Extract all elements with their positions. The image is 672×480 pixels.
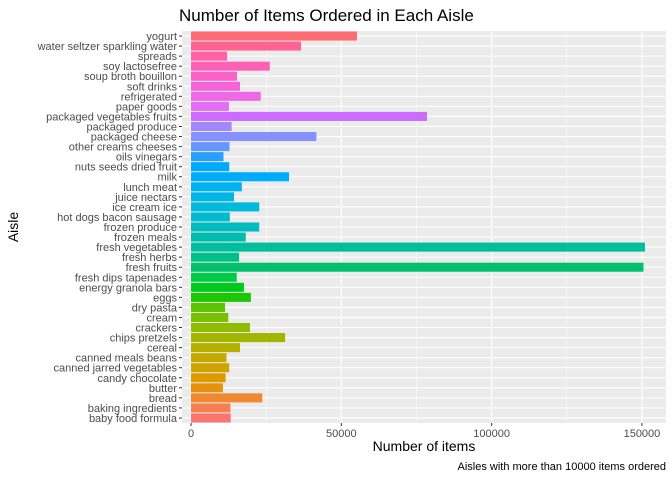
bar — [191, 363, 230, 373]
y-tick-label: spreads — [138, 51, 178, 63]
bar — [191, 373, 226, 383]
bar — [191, 51, 228, 61]
bar — [191, 252, 240, 262]
y-tick-label: juice nectars — [114, 192, 177, 204]
bar — [191, 292, 251, 302]
y-tick-label: fresh dips tapenades — [75, 272, 178, 284]
bar — [191, 272, 237, 282]
chart-caption: Aisles with more than 10000 items ordere… — [458, 461, 667, 473]
bar — [191, 202, 260, 212]
y-tick-label: candy chocolate — [98, 373, 178, 385]
y-tick-label: packaged cheese — [91, 132, 177, 144]
bar — [191, 172, 290, 182]
x-tick-label: 0 — [188, 428, 194, 440]
y-tick-label: cereal — [147, 343, 177, 355]
y-tick-label: fresh vegetables — [96, 242, 177, 254]
bar — [191, 232, 246, 242]
bar — [191, 302, 225, 312]
y-tick-label: fresh herbs — [122, 252, 178, 264]
bar — [191, 212, 230, 222]
y-tick-label: lunch meat — [123, 182, 177, 194]
y-tick-label: soy lactosefree — [103, 61, 177, 73]
bar — [191, 81, 241, 91]
y-tick-label: yogurt — [146, 31, 177, 43]
y-tick-label: other creams cheeses — [69, 142, 178, 154]
bar — [191, 61, 270, 71]
bar — [191, 152, 224, 162]
bar — [191, 71, 238, 81]
y-tick-label: ice cream ice — [112, 202, 177, 214]
bar — [191, 343, 241, 353]
y-tick-label: chips pretzels — [110, 333, 178, 345]
y-tick-label: canned jarred vegetables — [53, 363, 177, 375]
y-tick-label: oils vinegars — [116, 152, 178, 164]
bar — [191, 121, 232, 132]
y-tick-label: crackers — [135, 323, 177, 335]
y-tick-label: dry pasta — [132, 302, 178, 314]
bar — [191, 162, 230, 172]
bar — [191, 413, 231, 423]
x-tick-marks — [190, 423, 643, 426]
x-axis-title: Number of items — [373, 438, 476, 454]
y-tick-label: baking ingredients — [88, 403, 178, 415]
y-tick-label: frozen meals — [114, 232, 177, 244]
bar — [191, 403, 231, 413]
bar — [191, 282, 244, 292]
y-tick-label: paper goods — [116, 101, 178, 113]
bar — [191, 393, 263, 403]
x-tick-label: 100000 — [473, 428, 510, 440]
y-tick-label: packaged produce — [86, 121, 177, 133]
bar — [191, 182, 242, 192]
y-tick-label: bread — [149, 393, 177, 405]
y-tick-label: packaged vegetables fruits — [46, 111, 177, 123]
bar — [191, 41, 302, 51]
y-tick-label: nuts seeds dried fruit — [75, 162, 177, 174]
y-tick-label: cream — [146, 312, 177, 324]
y-tick-label: butter — [149, 383, 177, 395]
y-tick-label: hot dogs bacon sausage — [57, 212, 177, 224]
y-tick-label: soft drinks — [127, 81, 178, 93]
bar — [191, 31, 357, 41]
bar — [191, 242, 645, 252]
bar — [191, 353, 227, 363]
x-tick-label: 50000 — [326, 428, 357, 440]
x-tick-labels: 0 50000 100000 150000 — [188, 428, 660, 440]
bar — [191, 262, 644, 272]
bar — [191, 312, 229, 322]
bar — [191, 132, 317, 142]
y-tick-label: soup broth bouillon — [84, 71, 177, 83]
y-tick-label: baby food formula — [89, 413, 178, 425]
y-tick-label: eggs — [153, 292, 177, 304]
bar — [191, 383, 223, 393]
bar — [191, 222, 260, 232]
chart-title: Number of Items Ordered in Each Aisle — [179, 6, 474, 25]
y-tick-marks — [179, 35, 182, 419]
grid-lines — [182, 31, 666, 423]
y-tick-label: refrigerated — [121, 91, 177, 103]
bar — [191, 333, 286, 343]
bars — [191, 31, 645, 423]
y-tick-label: milk — [157, 172, 177, 184]
bar — [191, 91, 261, 101]
y-tick-label: fresh fruits — [126, 262, 178, 274]
bar — [191, 322, 250, 333]
y-tick-label: frozen produce — [104, 222, 177, 234]
y-tick-label: energy granola bars — [79, 282, 177, 294]
bar — [191, 111, 428, 121]
y-axis-title: Aisle — [5, 212, 21, 243]
y-tick-label: water seltzer sparkling water — [37, 41, 178, 53]
bar — [191, 192, 235, 202]
bar — [191, 101, 229, 111]
y-tick-label: canned meals beans — [75, 353, 177, 365]
x-tick-label: 150000 — [624, 428, 661, 440]
bar — [191, 142, 230, 152]
